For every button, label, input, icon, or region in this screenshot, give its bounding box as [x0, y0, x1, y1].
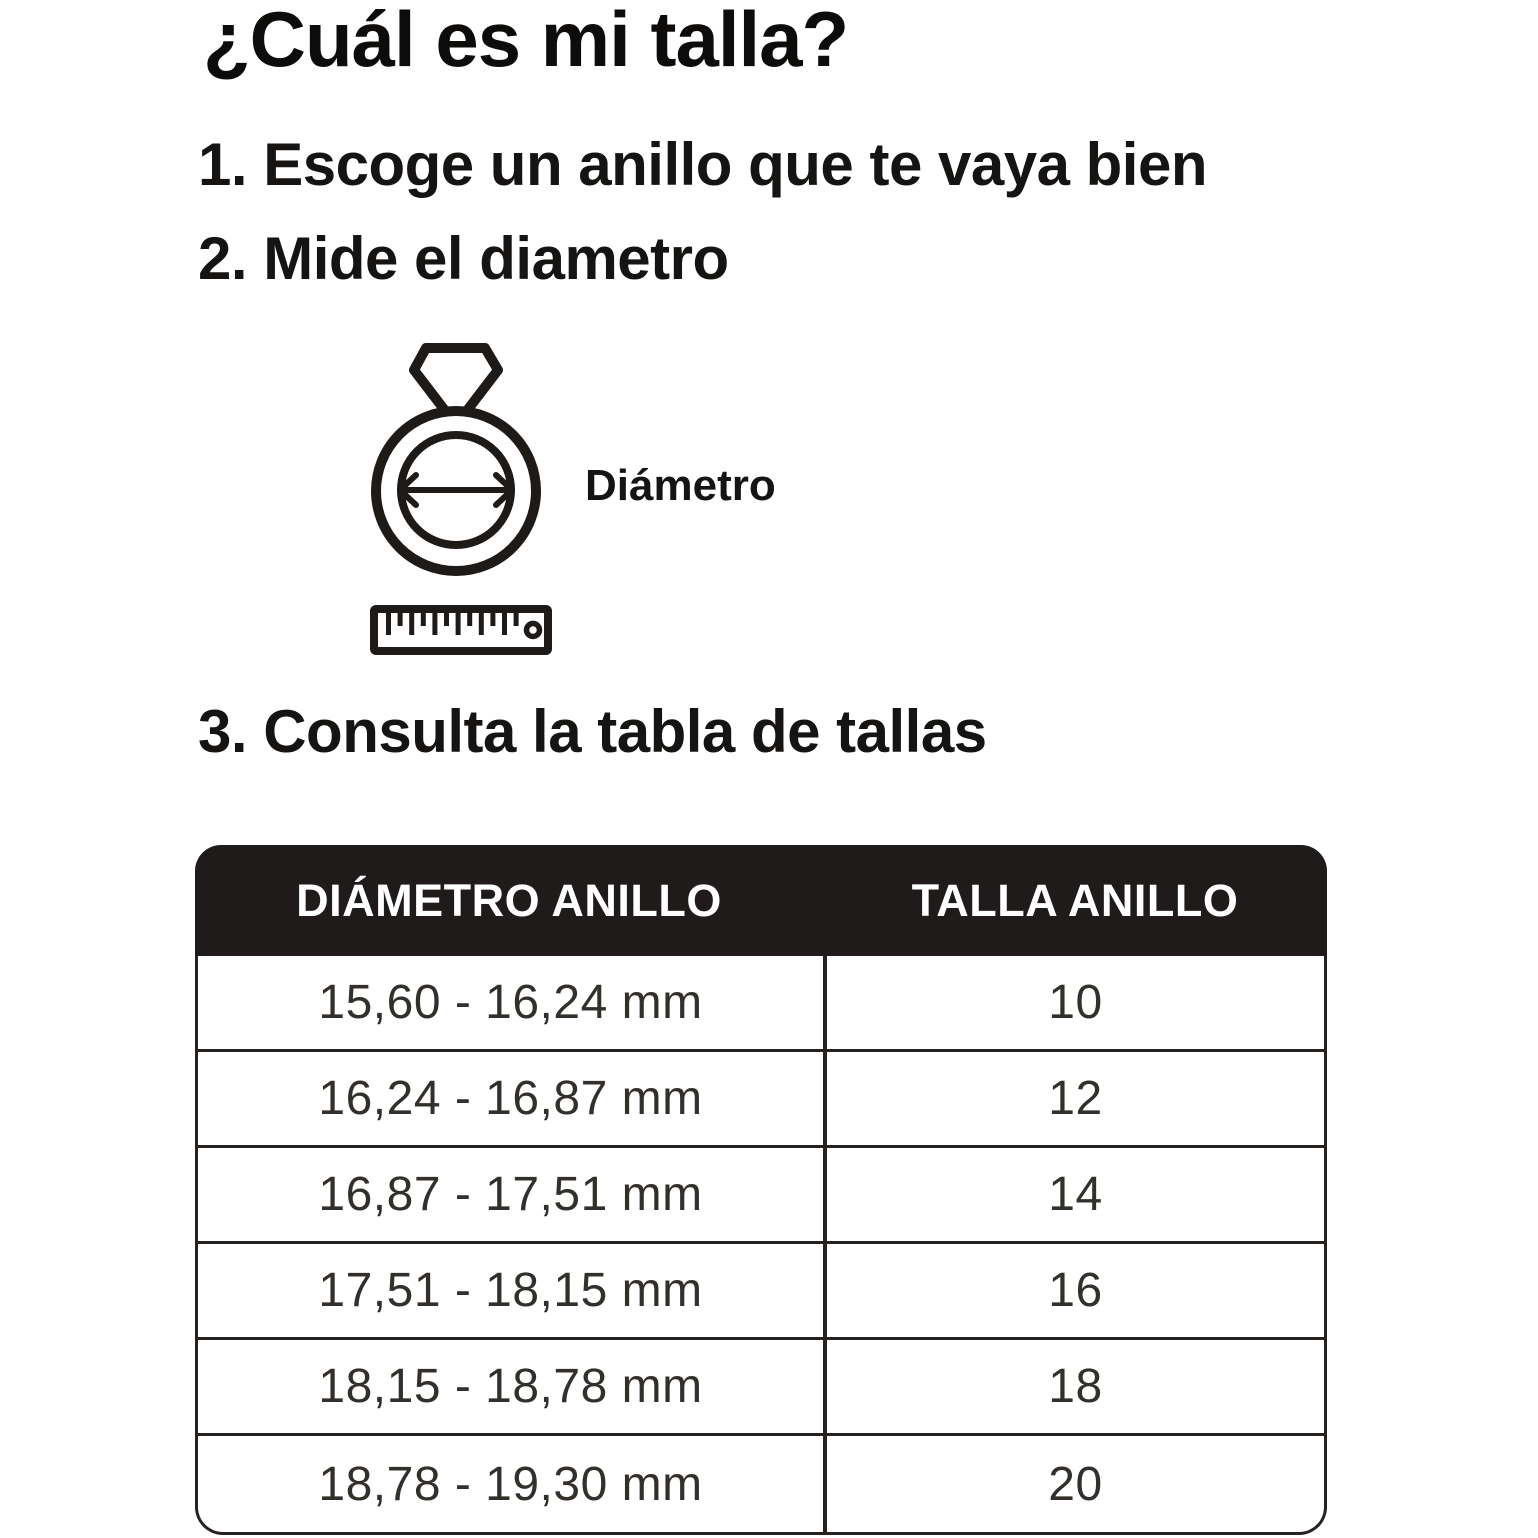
ring-size-table: DIÁMETRO ANILLO TALLA ANILLO 15,60 - 16,… [195, 845, 1327, 1535]
page-title: ¿Cuál es mi talla? [203, 0, 849, 83]
table-row: 17,51 - 18,15 mm 16 [198, 1244, 1324, 1340]
cell-size: 18 [823, 1340, 1324, 1433]
table-header-size: TALLA ANILLO [911, 874, 1239, 926]
cell-diameter: 18,15 - 18,78 mm [318, 1360, 703, 1413]
step-3-text: 3. Consulta la tabla de tallas [198, 698, 987, 765]
table-row: 16,24 - 16,87 mm 12 [198, 1052, 1324, 1148]
diameter-label: Diámetro [585, 461, 776, 510]
table-body: 15,60 - 16,24 mm 10 16,24 - 16,87 mm 12 … [195, 956, 1327, 1535]
cell-diameter: 15,60 - 16,24 mm [318, 976, 703, 1029]
ruler-icon [370, 605, 552, 655]
cell-size: 12 [823, 1052, 1324, 1145]
step-2-text: 2. Mide el diametro [198, 225, 729, 292]
table-row: 18,15 - 18,78 mm 18 [198, 1340, 1324, 1436]
cell-size: 20 [823, 1436, 1324, 1532]
table-header-row: DIÁMETRO ANILLO TALLA ANILLO [195, 845, 1327, 956]
cell-diameter: 18,78 - 19,30 mm [318, 1457, 703, 1511]
cell-diameter: 17,51 - 18,15 mm [318, 1264, 703, 1317]
table-row: 18,78 - 19,30 mm 20 [198, 1436, 1324, 1532]
ring-measurement-diagram [370, 343, 552, 655]
step-1-text: 1. Escoge un anillo que te vaya bien [198, 131, 1207, 198]
ring-with-diamond-icon [371, 343, 541, 576]
table-row: 15,60 - 16,24 mm 10 [198, 956, 1324, 1052]
cell-diameter: 16,87 - 17,51 mm [318, 1168, 703, 1221]
diameter-arrow-icon [397, 472, 515, 508]
cell-size: 10 [823, 956, 1324, 1049]
table-header-diameter: DIÁMETRO ANILLO [296, 874, 722, 926]
cell-size: 14 [823, 1148, 1324, 1241]
cell-diameter: 16,24 - 16,87 mm [318, 1072, 703, 1125]
table-row: 16,87 - 17,51 mm 14 [198, 1148, 1324, 1244]
cell-size: 16 [823, 1244, 1324, 1337]
